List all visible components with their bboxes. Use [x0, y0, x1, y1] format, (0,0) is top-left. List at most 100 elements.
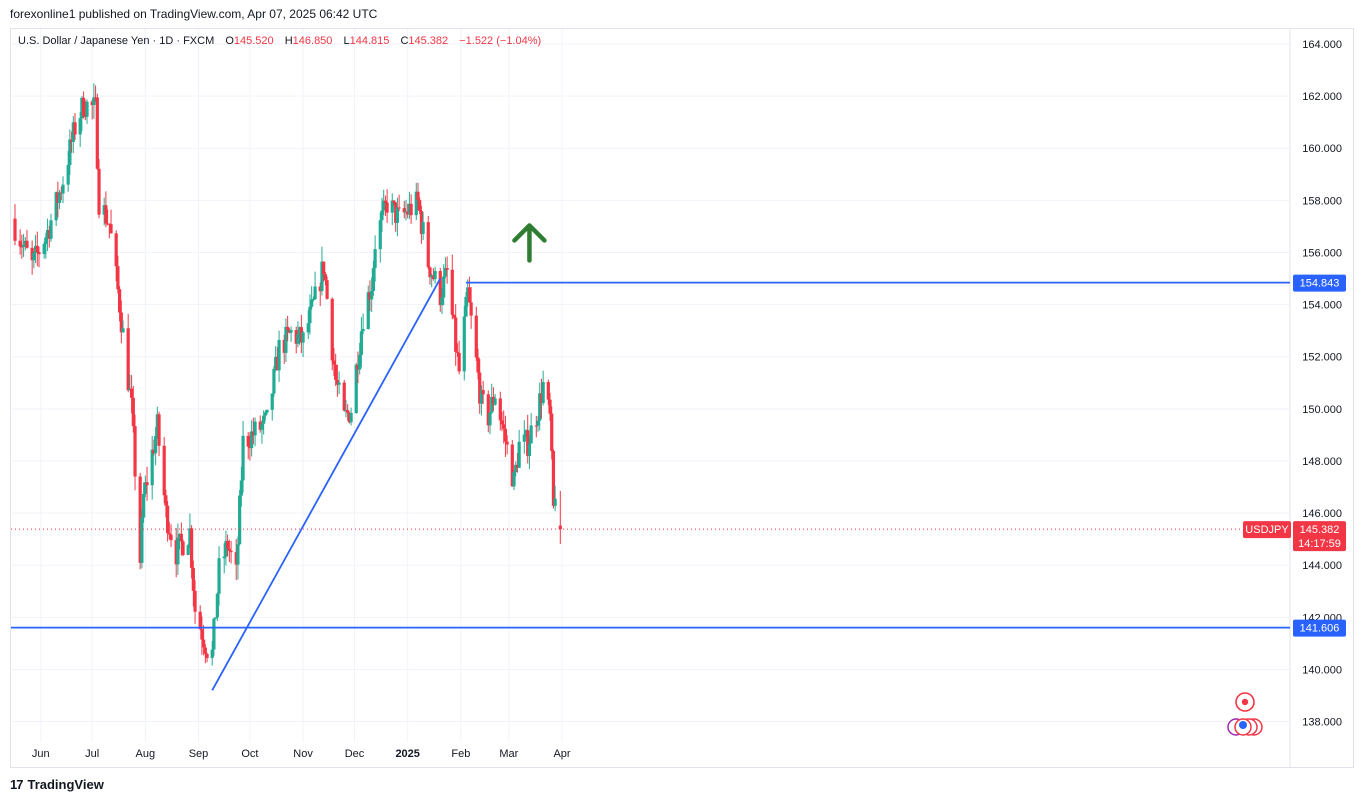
- candle-body: [467, 287, 472, 303]
- candle-body: [202, 639, 206, 648]
- chart-frame[interactable]: [10, 28, 1354, 768]
- y-tick-label: 164.000: [1302, 39, 1342, 51]
- candle-body: [222, 556, 226, 559]
- chart-tools[interactable]: [1227, 692, 1263, 736]
- candle-body: [167, 533, 171, 535]
- candle-body: [550, 413, 554, 451]
- y-tick-label: 160.000: [1302, 143, 1342, 155]
- candle-body: [385, 202, 389, 213]
- candle-body: [289, 330, 293, 333]
- candle-body: [258, 421, 262, 430]
- candle-body: [270, 393, 274, 410]
- candle-body: [210, 649, 214, 659]
- symbol-tag: [1243, 521, 1291, 539]
- candle-body: [390, 200, 394, 213]
- candle-body: [190, 528, 194, 568]
- candle-body: [90, 101, 94, 105]
- candle-body: [313, 286, 317, 300]
- candle-body: [215, 593, 219, 618]
- candle-body: [529, 425, 533, 444]
- candle-body: [275, 356, 279, 371]
- candle-body: [397, 207, 401, 209]
- y-tick-label: 158.000: [1302, 195, 1342, 207]
- candle-body: [512, 472, 516, 487]
- candle-body: [421, 222, 425, 234]
- candle-body: [30, 247, 34, 261]
- candle-body: [37, 251, 41, 255]
- level-price-label: 141.606: [1300, 623, 1340, 635]
- candle-body: [416, 191, 420, 201]
- candle-body: [383, 200, 387, 203]
- candle-body: [54, 192, 58, 221]
- symbol-description[interactable]: U.S. Dollar / Japanese Yen · 1D · FXCM: [18, 35, 215, 47]
- candle-body: [515, 464, 520, 468]
- candle-body: [443, 268, 448, 277]
- candle-body: [154, 435, 158, 454]
- candle-body: [35, 245, 39, 252]
- candle-body: [354, 364, 358, 414]
- bar-countdown: 14:17:59: [1298, 538, 1341, 550]
- candle-body: [214, 617, 218, 619]
- y-tick-label: 138.000: [1302, 717, 1342, 729]
- candle-body: [409, 203, 413, 216]
- candle-body: [527, 443, 532, 456]
- candle-body: [342, 382, 346, 411]
- change-value: −1.522 (−1.04%): [459, 35, 542, 47]
- trend-line[interactable]: [211, 278, 442, 691]
- candle-body: [464, 296, 468, 317]
- event-flags-icon[interactable]: [1227, 718, 1263, 736]
- tradingview-logo[interactable]: 17 TradingView: [10, 777, 104, 792]
- y-tick-label: 154.000: [1302, 300, 1342, 312]
- candle-body: [334, 364, 338, 380]
- candle-body: [330, 298, 334, 361]
- candle-body: [69, 139, 74, 142]
- candle-body: [404, 211, 408, 213]
- candle-body: [229, 550, 233, 553]
- candle-body: [382, 200, 386, 211]
- candle-body: [143, 482, 147, 494]
- up-arrow-icon[interactable]: [512, 223, 547, 263]
- candle-body: [217, 558, 221, 594]
- candle-body: [322, 261, 326, 275]
- candle-body: [349, 413, 353, 423]
- grid: [11, 29, 1290, 742]
- candle-body: [426, 222, 430, 268]
- candle-body: [138, 476, 142, 563]
- candle-body: [500, 420, 504, 425]
- candle-body: [203, 647, 207, 654]
- candle-body: [128, 388, 132, 391]
- candle-body: [546, 381, 550, 400]
- candle-body: [118, 289, 122, 313]
- candle-body: [344, 410, 348, 412]
- record-icon[interactable]: [1235, 692, 1255, 712]
- candle-body: [430, 275, 434, 278]
- candle-body: [105, 223, 110, 225]
- last-price-tag: [1293, 521, 1346, 552]
- x-tick-label: 2025: [395, 748, 419, 760]
- candle-body: [373, 249, 377, 269]
- candle-body: [493, 398, 497, 405]
- candle-body: [155, 414, 159, 436]
- level-price-tag: [1293, 274, 1346, 292]
- candle-body: [200, 629, 204, 640]
- candle-body: [25, 240, 29, 248]
- drawings[interactable]: [11, 223, 1290, 691]
- level-price-tag: [1293, 619, 1346, 637]
- candle-body: [47, 229, 51, 239]
- candle-body: [251, 431, 255, 436]
- candle-body: [80, 97, 84, 119]
- high-label: H: [284, 35, 293, 47]
- candle-body: [395, 207, 400, 223]
- candle-body: [490, 396, 494, 413]
- candle-body: [250, 431, 254, 449]
- candle-body: [370, 290, 374, 300]
- candle-body: [466, 287, 470, 297]
- candle-body: [488, 412, 492, 426]
- candle-body: [407, 203, 412, 215]
- candle-body: [21, 244, 26, 247]
- candle-body: [126, 328, 130, 391]
- candle-body: [73, 122, 77, 135]
- candle-body: [272, 368, 276, 394]
- tradingview-logo-icon: 17: [10, 777, 24, 792]
